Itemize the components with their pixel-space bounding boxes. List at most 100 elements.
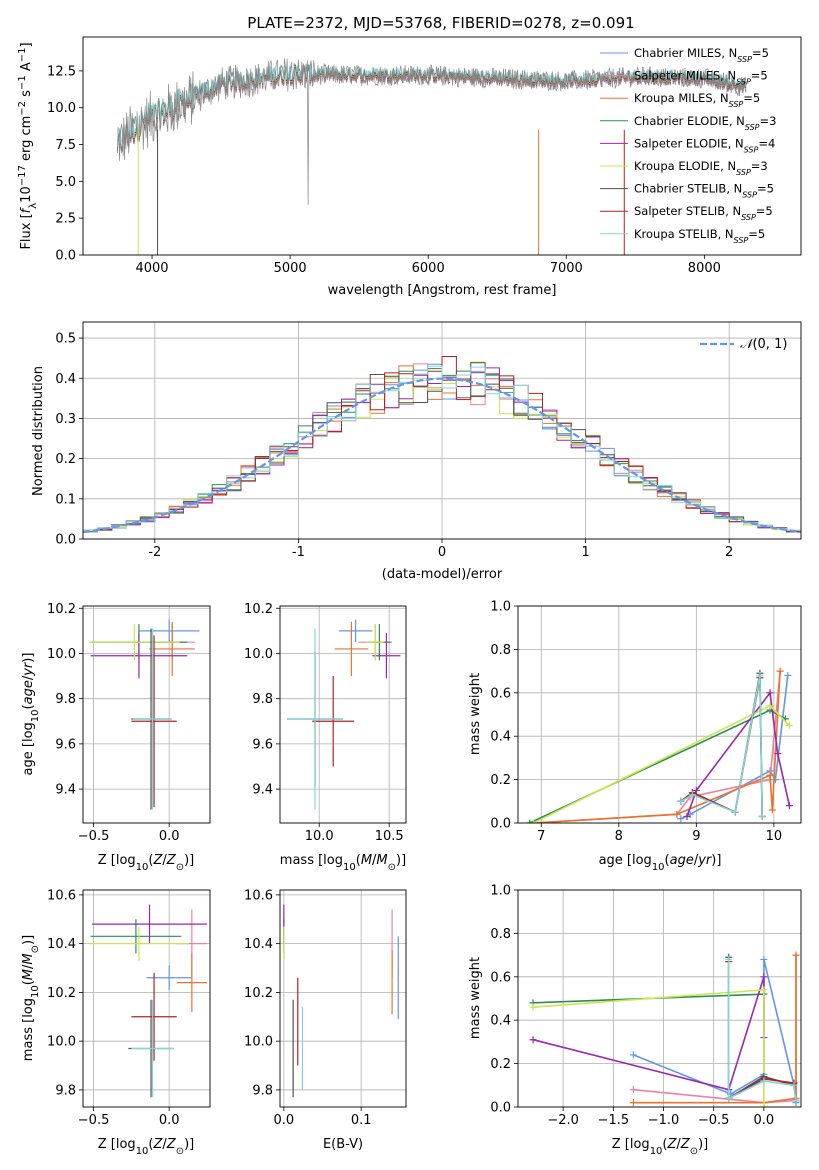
y-tick-label: 0.2 — [490, 773, 511, 788]
series-marker — [688, 791, 696, 799]
x-tick-label: −1.5 — [598, 1113, 630, 1128]
massweight_vs_Z-axes: −2.0 −1.5 −1.0 −0.5 0.0 0.0 0.2 0.4 0.6 0.8 1.0 — [490, 884, 802, 1128]
series-marker — [731, 808, 739, 816]
residuals-frame — [82, 321, 802, 540]
y-tick-label: 9.8 — [55, 692, 76, 707]
series-line — [633, 955, 797, 1104]
x-tick-label: −2.0 — [547, 1113, 579, 1128]
massweight_vs_Z-frame — [517, 889, 802, 1108]
y-tick-label: 7.5 — [55, 138, 76, 153]
series-marker — [760, 1077, 768, 1085]
y-tick-label: 10.0 — [47, 647, 76, 662]
y-tick-label: 10.0 — [47, 1035, 76, 1050]
series-marker — [677, 815, 685, 823]
legend-entry: 𝒩(0, 1) — [740, 337, 787, 352]
series-marker — [758, 812, 766, 820]
series-marker — [683, 812, 691, 820]
x-tick-label: -1 — [292, 545, 305, 560]
x-tick-label: 1 — [581, 545, 589, 560]
age-vs-mass-xlabel: mass [log10(M/M⊙)] — [280, 853, 406, 873]
mass_vs_Z-axes: −0.5 0.0 9.8 10.0 10.2 10.4 10.6 — [47, 888, 211, 1128]
series-marker — [766, 702, 774, 710]
spectrum-plot-area — [117, 58, 747, 255]
y-tick-label: 10.2 — [47, 602, 76, 617]
age_vs_mass-axes: 10.0 10.5 9.4 9.6 9.8 10.0 10.2 — [244, 602, 407, 844]
legend-entry: Salpeter ELODIE, NSSP=4 — [634, 136, 775, 154]
massweight-vs-age-ylabel: mass weight — [468, 673, 483, 755]
y-tick-label: 9.8 — [252, 1083, 273, 1098]
series-marker — [774, 750, 782, 758]
mass_vs_EBV-plot-area — [283, 904, 399, 1098]
mass_vs_Z-frame — [82, 889, 211, 1108]
x-tick-label: 10 — [766, 829, 783, 844]
spectrum-frame — [82, 36, 802, 256]
y-tick-label: 5.0 — [55, 175, 76, 190]
y-tick-label: 10.2 — [244, 986, 273, 1001]
y-tick-label: 9.4 — [252, 783, 273, 798]
residuals-axes: -2 -1 0 1 2 0.0 0.1 0.2 0.3 0.4 0.5 — [55, 321, 802, 560]
spectrum-legend: Chabrier MILES, NSSP=5 Salpeter MILES, NS… — [600, 46, 776, 244]
y-tick-label: 10.2 — [47, 986, 76, 1001]
series-marker — [768, 806, 776, 814]
series-marker — [760, 1103, 768, 1107]
y-tick-label: 12.5 — [47, 64, 76, 79]
x-tick-label: -2 — [148, 545, 161, 560]
mass-vs-z-ylabel: mass [log10(M/M⊙)] — [21, 935, 41, 1061]
y-tick-label: 0.4 — [490, 1014, 511, 1029]
legend-entry: Kroupa MILES, NSSP=5 — [634, 91, 760, 109]
x-tick-label: −1.0 — [648, 1113, 680, 1128]
mass-vs-ebv-xlabel: E(B-V) — [323, 1137, 363, 1152]
x-tick-label: 10.0 — [305, 829, 334, 844]
series-marker — [725, 955, 733, 963]
x-tick-label: −0.5 — [78, 1113, 110, 1128]
residuals-ylabel: Normed distribution — [31, 366, 46, 496]
series-marker — [776, 667, 784, 675]
massweight_vs_age-axes: 7 8 9 10 0.0 0.2 0.4 0.6 0.8 1.0 — [490, 600, 802, 844]
series-marker — [785, 802, 793, 810]
y-tick-label: 10.0 — [244, 647, 273, 662]
y-tick-label: 0.0 — [490, 817, 511, 832]
y-tick-label: 2.5 — [55, 212, 76, 227]
x-tick-label: 7 — [537, 829, 545, 844]
x-tick-label: 6000 — [412, 261, 445, 276]
series-marker — [766, 689, 774, 697]
series-marker — [725, 1094, 733, 1102]
figure-title: PLATE=2372, MJD=53768, FIBERID=0278, z=0… — [247, 14, 634, 32]
series-marker — [760, 955, 768, 963]
x-tick-label: 0 — [438, 545, 446, 560]
y-tick-label: 0.0 — [55, 249, 76, 264]
massweight-vs-z-ylabel: mass weight — [468, 957, 483, 1039]
legend-entry: Chabrier STELIB, NSSP=5 — [634, 182, 774, 200]
x-tick-label: 4000 — [135, 261, 168, 276]
y-tick-label: 9.8 — [252, 692, 273, 707]
histogram-step — [83, 365, 801, 533]
series-marker — [629, 1086, 637, 1094]
x-tick-label: 0.0 — [754, 1113, 775, 1128]
x-tick-label: 0.0 — [159, 1113, 180, 1128]
legend-entry: Chabrier MILES, NSSP=5 — [634, 46, 769, 64]
spectrum-xlabel: wavelength [Angstrom, rest frame] — [328, 283, 557, 298]
x-tick-label: −0.5 — [698, 1113, 730, 1128]
massweight_vs_age-frame — [517, 605, 802, 824]
y-tick-label: 9.6 — [252, 737, 273, 752]
series-marker — [760, 973, 768, 981]
x-tick-label: 9 — [692, 829, 700, 844]
series-line — [633, 959, 797, 1103]
series-marker — [529, 1036, 537, 1044]
y-tick-label: 10.4 — [47, 937, 76, 952]
y-tick-label: 9.6 — [55, 737, 76, 752]
series-marker — [530, 819, 538, 823]
y-tick-label: 0.4 — [490, 730, 511, 745]
x-tick-label: 0.1 — [351, 1113, 372, 1128]
series-marker — [629, 1099, 637, 1107]
series-marker — [529, 1003, 537, 1011]
y-tick-label: 0.2 — [490, 1057, 511, 1072]
y-tick-label: 1.0 — [490, 884, 511, 899]
mass_vs_Z-plot-area — [89, 904, 207, 1098]
series-marker — [677, 797, 685, 805]
series-marker — [760, 986, 768, 994]
x-tick-label: 5000 — [274, 261, 307, 276]
y-tick-label: 9.4 — [55, 783, 76, 798]
y-tick-label: 10.6 — [47, 888, 76, 903]
y-tick-label: 0.6 — [490, 686, 511, 701]
